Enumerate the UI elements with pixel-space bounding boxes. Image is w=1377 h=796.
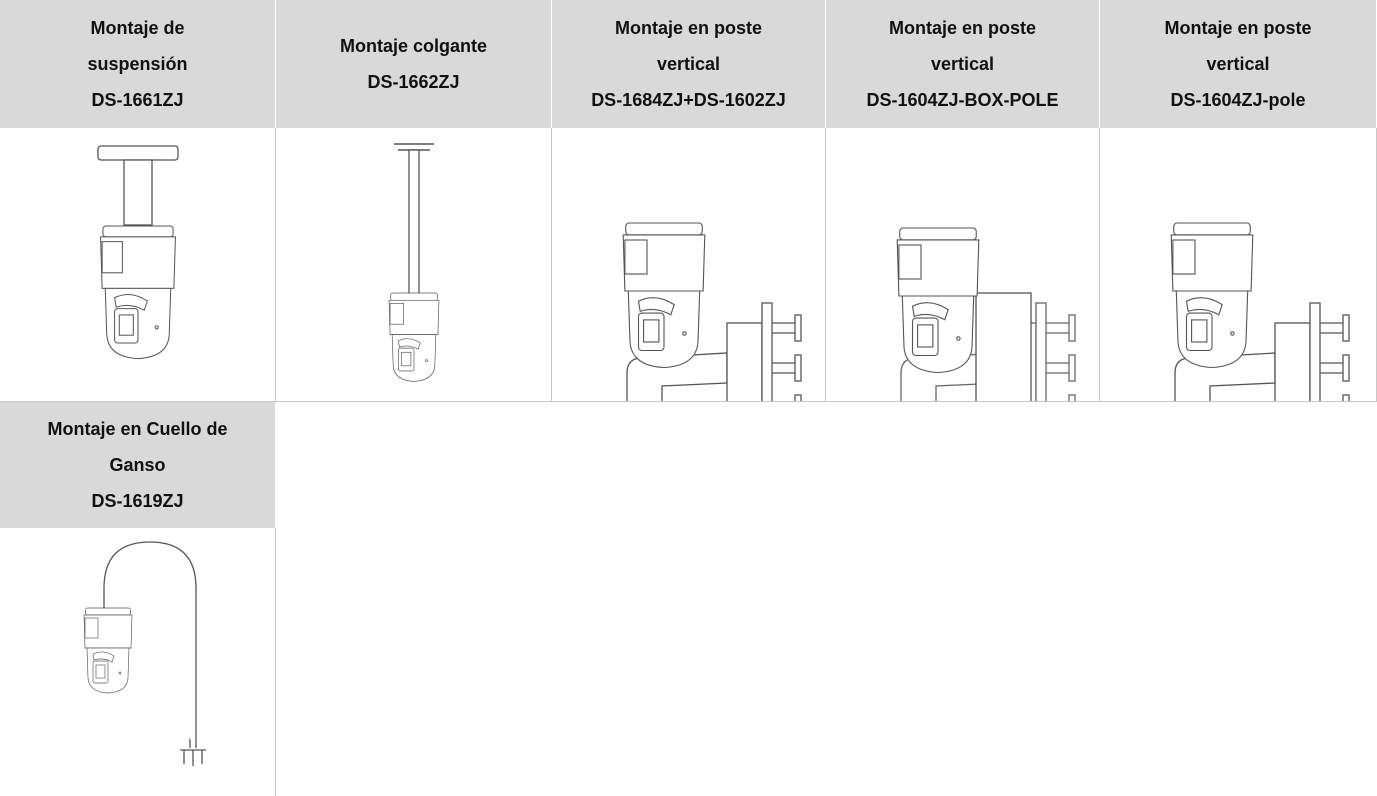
image-cell <box>1100 128 1377 402</box>
header-cell: Montaje en Cuello de Ganso DS-1619ZJ <box>0 402 276 528</box>
header-line: Montaje en Cuello de <box>47 419 228 439</box>
header-cell: Montaje en poste vertical DS-1684ZJ+DS-160… <box>552 0 826 128</box>
header-line: Montaje de <box>90 18 185 38</box>
image-cell <box>552 128 826 402</box>
image-cell <box>0 528 276 796</box>
mount-drawing <box>388 143 440 382</box>
header-line: DS-1604ZJ-BOX-POLE <box>866 90 1059 110</box>
mount-drawing <box>622 222 802 401</box>
header-cell: Montaje colgante DS-1662ZJ <box>276 0 552 128</box>
mount-drawing <box>1170 222 1350 401</box>
header-cell: Montaje en poste vertical DS-1604ZJ-BOX-PO… <box>826 0 1100 128</box>
header-line: DS-1684ZJ+DS-1602ZJ <box>591 90 786 110</box>
header-line: vertical <box>1206 54 1270 74</box>
image-cell <box>0 128 276 402</box>
mount-drawing <box>83 541 206 766</box>
header-line: Montaje en poste <box>888 18 1036 38</box>
header-line: Montaje en poste <box>1164 18 1312 38</box>
header-line: DS-1661ZJ <box>91 90 184 110</box>
mount-drawing <box>97 145 179 360</box>
image-cell <box>276 128 552 402</box>
header-line: Montaje colgante <box>339 36 487 56</box>
header-line: DS-1619ZJ <box>91 491 184 511</box>
header-line: DS-1604ZJ-pole <box>1170 90 1306 110</box>
header-line: suspensión <box>87 54 188 74</box>
header-line: Ganso <box>109 455 166 475</box>
mount-drawing <box>896 227 1076 401</box>
header-line: Montaje en poste <box>614 18 762 38</box>
header-line: vertical <box>656 54 721 74</box>
image-cell <box>826 128 1100 402</box>
header-line: vertical <box>930 54 995 74</box>
header-line: DS-1662ZJ <box>367 72 460 92</box>
header-cell: Montaje de suspensión DS-1661ZJ <box>0 0 276 128</box>
header-cell: Montaje en poste vertical DS-1604ZJ-pole <box>1100 0 1377 128</box>
